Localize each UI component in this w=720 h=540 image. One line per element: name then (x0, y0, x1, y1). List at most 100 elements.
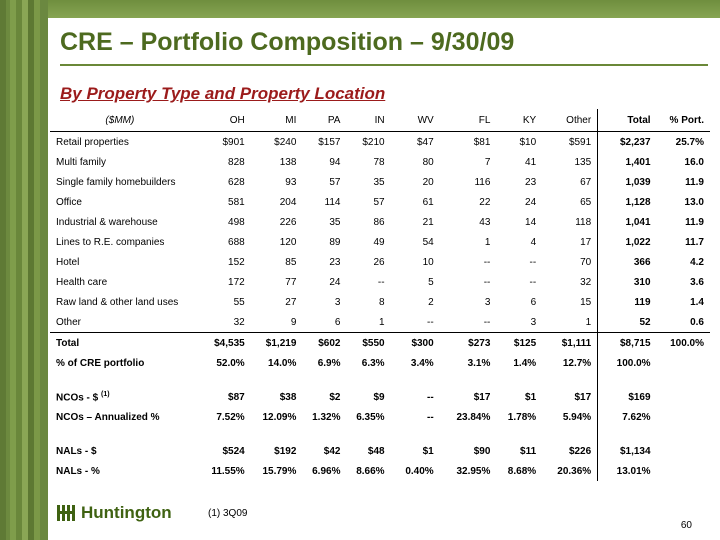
row-label: Industrial & warehouse (56, 216, 158, 228)
table-cell: 6.35% (356, 411, 385, 423)
table-cell: 7.62% (597, 407, 657, 427)
row-label: NALs - $ (56, 445, 97, 457)
table-cell: 35 (329, 216, 341, 228)
table-cell: $300 (390, 332, 440, 353)
table-cell: -- (483, 256, 491, 268)
table-cell: 0.40% (405, 465, 434, 477)
table-cell: 9 (290, 316, 297, 328)
table-cell: 2 (428, 296, 434, 308)
spacer-cell (542, 373, 598, 387)
table-cell: $1,219 (250, 332, 303, 353)
table-cell: 4 (530, 236, 537, 248)
table-cell: 310 (597, 272, 657, 292)
table-cell: $210 (362, 136, 385, 148)
table-cell: $90 (473, 445, 491, 457)
table-cell: $47 (417, 136, 434, 148)
spacer-cell (196, 427, 251, 441)
table-cell: 6 (530, 296, 537, 308)
table-cell: 14 (525, 216, 537, 228)
header-ky: KY (496, 109, 543, 132)
table-cell: 4.2 (690, 256, 704, 268)
table-cell: -- (427, 411, 434, 423)
footnote: (1) 3Q09 (208, 508, 248, 519)
table-cell: 135 (574, 156, 592, 168)
table-cell: $1 (525, 391, 537, 403)
table-cell: 13.01% (597, 461, 657, 481)
table-cell: -- (529, 256, 537, 268)
table-cell: 23.84% (456, 411, 491, 423)
table-cell: -- (427, 316, 434, 328)
table-cell: 94 (329, 156, 341, 168)
table-cell: -- (529, 276, 537, 288)
table-cell: 17 (580, 236, 592, 248)
table-cell: 138 (279, 156, 297, 168)
row-label: % of CRE portfolio (56, 357, 145, 369)
table-cell: $8,715 (597, 332, 657, 353)
spacer-cell (346, 373, 390, 387)
table-cell: $591 (568, 136, 592, 148)
table-cell: 11.7 (685, 236, 704, 248)
spacer-cell (302, 373, 346, 387)
table-cell (657, 461, 710, 481)
table-cell: 93 (285, 176, 297, 188)
header-other: Other (542, 109, 598, 132)
table-cell: 11.9 (685, 216, 704, 228)
table-cell: 13.0 (684, 196, 704, 208)
table-cell: 67 (580, 176, 592, 188)
spacer-cell (657, 373, 710, 387)
spacer-cell (496, 427, 542, 441)
table-cell: $524 (222, 445, 245, 457)
table-cell: 1,041 (597, 212, 657, 232)
table-cell: 828 (228, 156, 245, 168)
row-label: Retail properties (56, 136, 129, 148)
table-cell: $48 (367, 445, 385, 457)
nal-dollar-row: NALs - $ $524 $192 $42 $48 $1 $90 $11 $226 $1,134 (50, 441, 710, 461)
table-cell: 5.94% (562, 411, 592, 423)
table-row: Other 32 9 6 1 -- -- 3 1 52 0.6 (50, 312, 710, 333)
table-cell: 1 (484, 236, 491, 248)
spacer-cell (251, 373, 303, 387)
table-cell: 6.96% (312, 465, 341, 477)
table-cell: 89 (329, 236, 341, 248)
table-cell: 24 (329, 276, 341, 288)
table-cell: 114 (324, 196, 341, 208)
table-cell: 26 (373, 256, 385, 268)
pct-of-portfolio-row: % of CRE portfolio 52.0% 14.0% 6.9% 6.3% 3.4%… (50, 353, 710, 373)
spacer-cell (391, 427, 440, 441)
table-cell: 1 (585, 316, 592, 328)
header-fl: FL (439, 109, 497, 132)
row-label: NCOs - $ (1) (50, 387, 196, 407)
table-cell: 49 (373, 236, 385, 248)
spacer-row (50, 373, 710, 387)
table-cell: $87 (228, 391, 245, 403)
table-cell: 20 (422, 176, 434, 188)
row-label: NALs - % (56, 465, 100, 477)
title-underline (60, 64, 708, 66)
table-cell: $125 (496, 332, 543, 353)
table-row: Retail properties $901 $240 $157 $210 $47 $81 $… (50, 131, 710, 152)
table-cell: 57 (329, 176, 341, 188)
table-cell: 41 (525, 156, 537, 168)
table-cell: 85 (285, 256, 297, 268)
footnote-marker: (1) (101, 390, 110, 398)
table-cell: $11 (520, 445, 537, 457)
row-label: Hotel (56, 256, 80, 268)
table-cell: 5 (428, 276, 434, 288)
left-decorative-stripes (0, 0, 48, 540)
table-cell: $192 (274, 445, 297, 457)
nco-pct-row: NCOs – Annualized % 7.52% 12.09% 1.32% 6.35%… (50, 407, 710, 427)
table-cell: 43 (479, 216, 491, 228)
nal-pct-row: NALs - % 11.55% 15.79% 6.96% 8.66% 0.40% 32.95… (50, 461, 710, 481)
table-cell: 57 (373, 196, 385, 208)
table-cell: 25.7% (675, 136, 704, 148)
table-cell: $17 (574, 391, 592, 403)
table-cell: 15 (580, 296, 592, 308)
table-cell: 1,039 (597, 172, 657, 192)
table-cell: 14.0% (268, 357, 297, 369)
table-cell: 152 (228, 256, 245, 268)
table-cell: 100.0% (597, 353, 657, 373)
table-cell: $550 (346, 332, 391, 353)
page-number: 60 (680, 520, 692, 531)
row-label: Lines to R.E. companies (56, 236, 165, 248)
table-cell: -- (427, 391, 434, 403)
